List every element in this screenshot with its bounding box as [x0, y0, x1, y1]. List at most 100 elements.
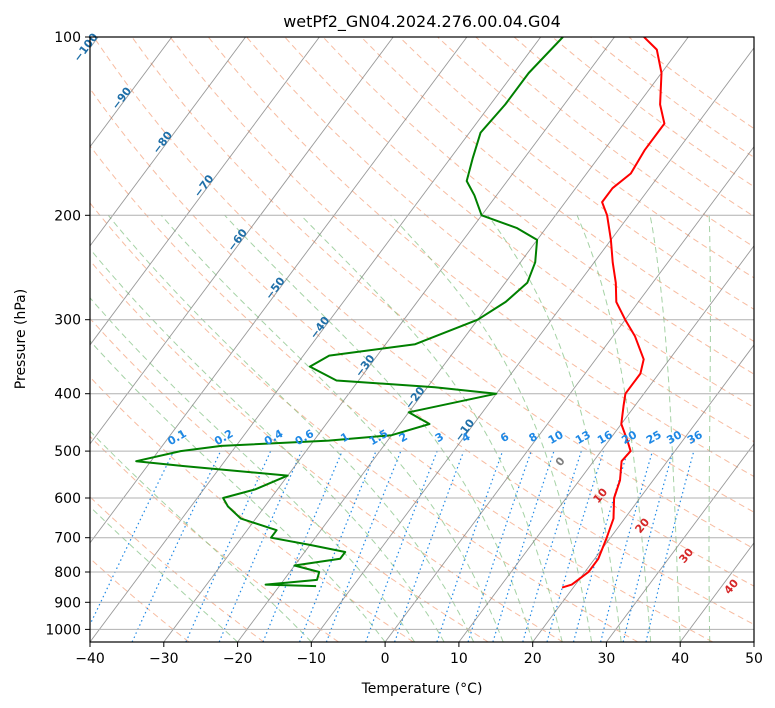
dry-adiabat	[322, 37, 754, 375]
mixing-ratio-line	[522, 450, 582, 642]
y-tick-label: 200	[54, 208, 81, 224]
mixing-ratio-line	[546, 450, 605, 642]
dry-adiabat	[399, 37, 754, 310]
mixing-ratio-line	[185, 450, 272, 642]
mixing-ratio-line	[622, 450, 674, 642]
temperature-profile	[561, 37, 666, 589]
isotherm	[384, 146, 754, 642]
x-tick-label: −40	[75, 651, 105, 667]
moist-adiabat	[90, 297, 416, 642]
y-tick-label: 300	[54, 313, 81, 329]
moist-adiabat	[576, 215, 652, 642]
mixing-ratio-label: 10	[546, 428, 566, 447]
mixing-ratio-label: 20	[619, 428, 639, 447]
mixing-ratio-label: 13	[573, 428, 593, 447]
dewpoint-profile	[135, 37, 564, 588]
y-axis-ticks: 100 200 300 400 500 600 700 800 900 1000	[45, 30, 90, 638]
plot-frame	[89, 36, 755, 643]
isotherm	[310, 47, 754, 642]
y-axis-label: Pressure (hPa)	[13, 289, 29, 389]
mixing-ratio-line	[467, 450, 532, 642]
moist-adiabat	[90, 248, 445, 642]
mixing-ratio-label: 36	[685, 428, 705, 447]
line-labels: −100−90−80−70−60−50−40−30−20−100.1 0.2 0.4…	[71, 30, 741, 596]
mixing-ratio-label: 1	[338, 430, 351, 445]
mixing-ratio-line	[325, 450, 402, 642]
moist-adiabat-label: 20	[632, 515, 652, 535]
moist-adiabat	[708, 215, 711, 642]
moist-adiabat-label: 10	[590, 485, 610, 505]
dry-adiabat	[90, 87, 754, 626]
x-tick-label: 40	[671, 651, 689, 667]
moist-adiabat	[390, 214, 593, 642]
mixing-ratio-label: 0.4	[262, 427, 286, 448]
chart-title: wetPf2_GN04.2024.276.00.04.G04	[283, 12, 561, 32]
dry-adiabat	[90, 259, 564, 642]
dry-adiabat	[90, 317, 489, 642]
x-tick-label: 0	[381, 651, 390, 667]
x-tick-label: −30	[149, 651, 179, 667]
mixing-ratio-line	[299, 450, 377, 642]
x-tick-label: 50	[745, 651, 763, 667]
mixing-ratio-line	[218, 450, 303, 642]
moist-adiabat-label: 0	[553, 454, 568, 468]
isotherm	[606, 443, 754, 642]
dry-adiabat	[131, 37, 754, 550]
mixing-ratio-label: 2	[397, 430, 410, 445]
mixing-ratio-line	[131, 450, 222, 642]
x-axis-label: Temperature (°C)	[361, 681, 483, 697]
dry-adiabat	[93, 37, 754, 587]
mixing-ratio-line	[600, 450, 654, 642]
y-tick-label: 500	[54, 444, 81, 460]
dry-adiabat	[284, 37, 754, 409]
y-tick-label: 600	[54, 491, 81, 507]
isotherm	[90, 37, 542, 642]
mixing-ratio-line	[436, 450, 504, 642]
moist-adiabat	[160, 214, 504, 642]
moist-adiabat	[224, 214, 534, 642]
background-lines	[90, 37, 754, 642]
dry-adiabat	[169, 37, 754, 513]
grid-lines	[90, 37, 754, 642]
x-tick-label: 20	[524, 651, 542, 667]
mixing-ratio-line	[262, 450, 343, 642]
dry-adiabat	[90, 202, 639, 642]
mixing-ratio-label: 0.1	[165, 427, 188, 448]
mixing-ratio-label: 6	[498, 430, 511, 445]
moist-adiabat-label: 40	[721, 576, 741, 596]
x-tick-label: −20	[223, 651, 253, 667]
isotherm-label: −30	[353, 352, 378, 380]
dry-adiabat	[360, 37, 754, 343]
profile-lines	[135, 37, 666, 589]
x-tick-label: −10	[297, 651, 327, 667]
mixing-ratio-label: 3	[433, 430, 446, 445]
mixing-ratio-label: 16	[595, 428, 615, 447]
y-tick-label: 800	[54, 565, 81, 581]
isotherm	[237, 37, 689, 642]
moist-adiabat	[90, 340, 386, 642]
dry-adiabat	[628, 37, 754, 130]
mixing-ratio-label: 30	[664, 428, 684, 447]
x-tick-label: 30	[597, 651, 615, 667]
isotherm	[90, 37, 468, 544]
dry-adiabat	[90, 496, 265, 642]
mixing-ratio-label: 0.6	[293, 427, 317, 448]
moist-adiabat	[487, 215, 622, 642]
isotherm-label: −70	[191, 172, 216, 200]
isotherm	[532, 344, 754, 642]
isotherm-label: −20	[402, 384, 427, 412]
y-tick-label: 400	[54, 387, 81, 403]
isotherm	[90, 37, 173, 148]
y-tick-label: 700	[54, 531, 81, 547]
y-tick-label: 1000	[45, 622, 81, 638]
isotherm-label: −80	[150, 129, 175, 157]
x-axis-ticks: −40 −30 −20 −10 0 10 20 30 40 50	[75, 642, 763, 667]
isotherm-label: −40	[307, 314, 332, 342]
dry-adiabat	[90, 145, 713, 642]
moist-adiabat-label: 30	[676, 545, 696, 565]
moist-adiabat	[649, 215, 681, 642]
moist-adiabat	[107, 214, 475, 642]
dry-adiabat	[90, 376, 414, 642]
x-tick-label: 10	[450, 651, 468, 667]
